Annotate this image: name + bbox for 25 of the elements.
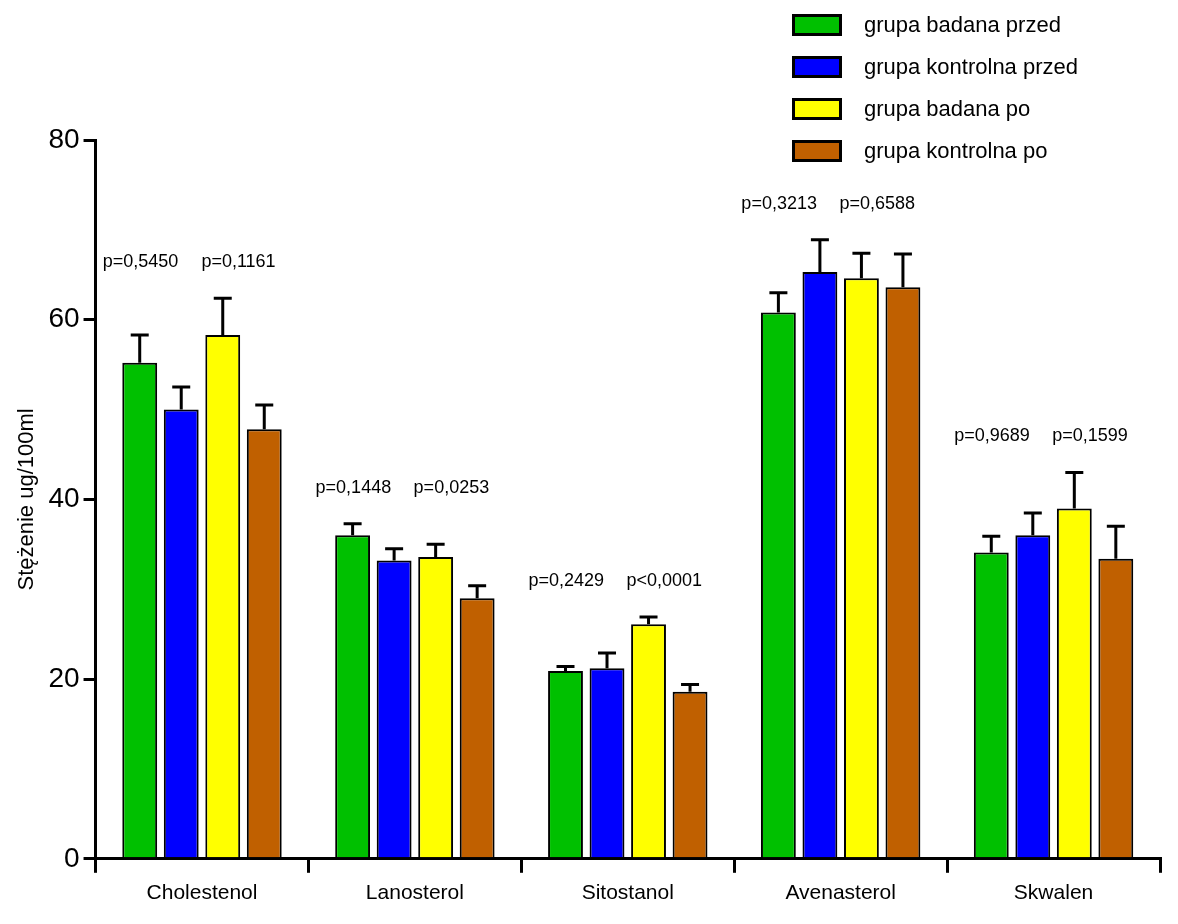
annotation: p=0,1448 xyxy=(315,476,392,497)
y-tick-label: 60 xyxy=(48,302,80,334)
annotation: p=0,9689 xyxy=(954,425,1030,446)
annotation: p=0,2429 xyxy=(528,570,605,591)
legend-label: grupa kontrolna przed xyxy=(863,54,1078,80)
x-tick-label: Lanosterol xyxy=(365,880,464,904)
y-tick-label: 20 xyxy=(48,661,80,693)
annotation: p=0,0253 xyxy=(413,476,490,497)
y-tick-label: 40 xyxy=(48,482,80,514)
x-tick-label: Cholestenol xyxy=(146,880,258,904)
annotation: p=0,3213 xyxy=(741,192,817,213)
annotation: p=0,6588 xyxy=(839,192,915,213)
x-tick-label: Sitostanol xyxy=(581,880,674,904)
annotation: p=0,1599 xyxy=(1052,425,1128,446)
annotation: p=0,5450 xyxy=(102,251,179,272)
y-tick-label: 0 xyxy=(63,841,80,873)
y-axis-title: Stężenie ug/100ml xyxy=(13,408,39,591)
y-tick-label: 80 xyxy=(48,122,80,154)
annotation: p<0,0001 xyxy=(626,570,703,591)
x-tick-label: Skwalen xyxy=(1013,880,1094,904)
legend-label: grupa kontrolna po xyxy=(863,138,1048,164)
legend-label: grupa badana po xyxy=(863,96,1031,122)
x-tick-label: Avenasterol xyxy=(785,880,896,904)
legend-label: grupa badana przed xyxy=(863,12,1061,38)
annotation: p=0,1161 xyxy=(201,251,276,272)
